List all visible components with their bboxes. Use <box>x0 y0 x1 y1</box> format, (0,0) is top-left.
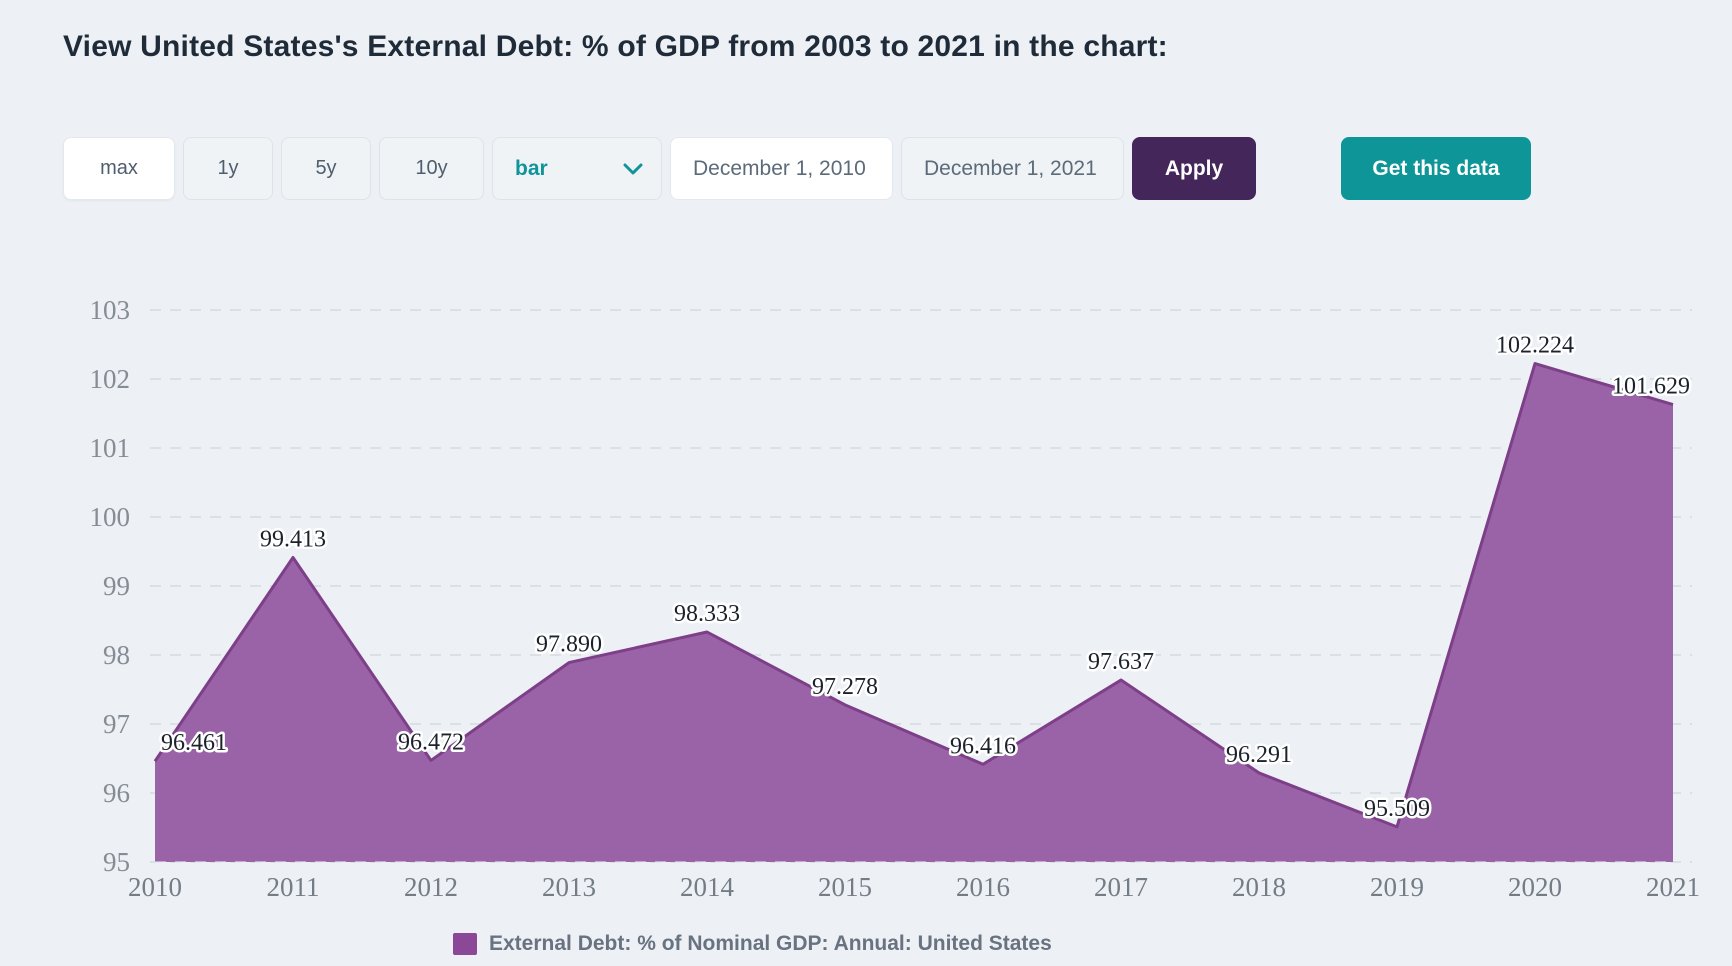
value-labels: 96.461 99.413 96.472 97.890 98.333 97.278 96.4… <box>159 330 1693 824</box>
svg-text:99: 99 <box>103 571 130 601</box>
svg-text:96.472: 96.472 <box>398 729 464 755</box>
chart-type-select[interactable]: bar <box>492 137 662 200</box>
svg-text:96: 96 <box>103 778 130 808</box>
svg-text:98: 98 <box>103 640 130 670</box>
svg-text:2014: 2014 <box>680 872 735 902</box>
svg-text:2012: 2012 <box>404 872 458 902</box>
svg-text:99.413: 99.413 <box>260 527 326 553</box>
x-axis-labels: 2010 2011 2012 2013 2014 2015 2016 2017 2018 2019… <box>128 872 1700 902</box>
svg-text:2010: 2010 <box>128 872 182 902</box>
start-date-value: December 1, 2010 <box>693 156 866 180</box>
svg-text:97.278: 97.278 <box>812 674 878 700</box>
svg-text:97.637: 97.637 <box>1088 649 1154 675</box>
svg-text:2018: 2018 <box>1232 872 1286 902</box>
toolbar: max 1y 5y 10y bar December 1, 2010 Decem… <box>63 137 1531 200</box>
chart-legend: External Debt: % of Nominal GDP: Annual:… <box>453 932 1052 956</box>
svg-text:100: 100 <box>90 502 131 532</box>
end-date-value: December 1, 2021 <box>924 156 1097 180</box>
svg-text:95.509: 95.509 <box>1364 796 1430 822</box>
svg-text:2013: 2013 <box>542 872 596 902</box>
svg-text:97: 97 <box>103 709 130 739</box>
svg-text:2019: 2019 <box>1370 872 1424 902</box>
svg-text:2020: 2020 <box>1508 872 1562 902</box>
svg-text:96.461: 96.461 <box>161 730 227 756</box>
legend-label: External Debt: % of Nominal GDP: Annual:… <box>489 932 1052 955</box>
svg-text:102.224: 102.224 <box>1496 333 1574 359</box>
svg-text:2016: 2016 <box>956 872 1010 902</box>
svg-text:96.416: 96.416 <box>950 733 1016 759</box>
svg-text:102: 102 <box>90 364 131 394</box>
end-date-input[interactable]: December 1, 2021 <box>901 137 1124 200</box>
chevron-down-icon <box>623 162 643 176</box>
range-button-max[interactable]: max <box>63 137 175 200</box>
chart-type-value: bar <box>515 156 548 180</box>
svg-text:2015: 2015 <box>818 872 872 902</box>
range-button-1y[interactable]: 1y <box>183 137 273 200</box>
svg-text:95: 95 <box>103 847 130 877</box>
page-title: View United States's External Debt: % of… <box>63 30 1168 63</box>
range-button-5y[interactable]: 5y <box>281 137 371 200</box>
svg-text:103: 103 <box>90 295 131 325</box>
get-this-data-button[interactable]: Get this data <box>1341 137 1531 200</box>
svg-text:98.333: 98.333 <box>674 601 740 627</box>
svg-text:97.890: 97.890 <box>536 632 602 658</box>
start-date-input[interactable]: December 1, 2010 <box>670 137 893 200</box>
apply-button[interactable]: Apply <box>1132 137 1256 200</box>
svg-text:101.629: 101.629 <box>1612 374 1690 400</box>
svg-text:2011: 2011 <box>267 872 320 902</box>
y-axis-labels: 95 96 97 98 99 100 101 102 103 <box>90 295 131 877</box>
svg-text:101: 101 <box>90 433 131 463</box>
svg-text:96.291: 96.291 <box>1226 742 1292 768</box>
range-button-10y[interactable]: 10y <box>379 137 484 200</box>
svg-text:2017: 2017 <box>1094 872 1148 902</box>
legend-swatch-icon <box>453 933 477 955</box>
area-series <box>153 362 1674 863</box>
svg-text:2021: 2021 <box>1646 872 1700 902</box>
